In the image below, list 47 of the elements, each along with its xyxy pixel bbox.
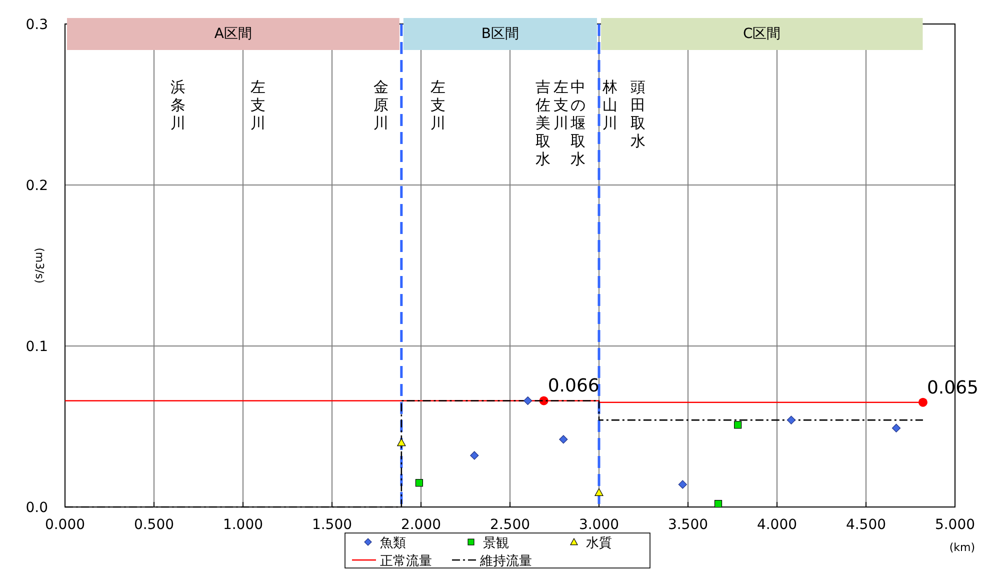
x-axis-title: (km) <box>949 541 975 554</box>
annotation: 左支川 <box>250 78 266 132</box>
point <box>734 421 742 429</box>
legend-label: 正常流量 <box>380 553 432 569</box>
point <box>524 396 532 406</box>
point <box>714 500 722 508</box>
x-tick-label: 2.500 <box>490 517 530 533</box>
band-label: C区間 <box>742 26 781 42</box>
x-tick-label: 3.500 <box>668 517 708 533</box>
point <box>786 416 796 424</box>
point <box>397 438 406 446</box>
band-label: A区間 <box>214 26 252 42</box>
point <box>470 451 479 460</box>
point <box>415 479 424 487</box>
point <box>892 424 901 432</box>
annotation: 浜条川 <box>170 78 186 132</box>
x-tick-label: 0.500 <box>134 517 174 533</box>
annotation: 林山川 <box>602 78 618 132</box>
data-label: 0.066 <box>548 376 600 397</box>
y-tick-label: 0.1 <box>26 339 48 355</box>
y-tick-label: 0.3 <box>26 17 48 33</box>
annotation: 頭田取水 <box>630 78 646 150</box>
legend-label: 水質 <box>586 536 612 551</box>
band-label: B区間 <box>481 26 520 42</box>
annotation: 中の堰取水 <box>570 78 586 168</box>
point <box>559 435 568 444</box>
x-tick-label: 5.000 <box>934 517 976 533</box>
y-tick-label: 0.0 <box>26 500 48 516</box>
x-tick-label: 4.000 <box>756 517 798 533</box>
point <box>678 480 687 489</box>
x-tick-label: 3.000 <box>578 517 620 533</box>
annotation: 左支川 <box>430 78 446 132</box>
x-tick-label: 1.500 <box>312 517 352 533</box>
y-tick-label: 0.2 <box>26 178 48 194</box>
annotation: 左支川 <box>554 78 568 132</box>
legend-label: 魚類 <box>380 536 406 551</box>
x-tick-label: 1.000 <box>222 517 264 533</box>
point <box>594 488 604 496</box>
x-tick-label: 2.000 <box>400 517 442 533</box>
annotation: 金原川 <box>374 78 388 132</box>
legend-label: 景観 <box>483 536 509 551</box>
x-tick-label: 0.000 <box>44 517 86 533</box>
y-axis-title: (m3/s) <box>33 248 46 284</box>
legend-label: 維持流量 <box>479 553 532 569</box>
point <box>918 398 928 407</box>
annotation: 吉佐美取水 <box>536 78 550 168</box>
x-tick-label: 4.500 <box>846 517 886 533</box>
